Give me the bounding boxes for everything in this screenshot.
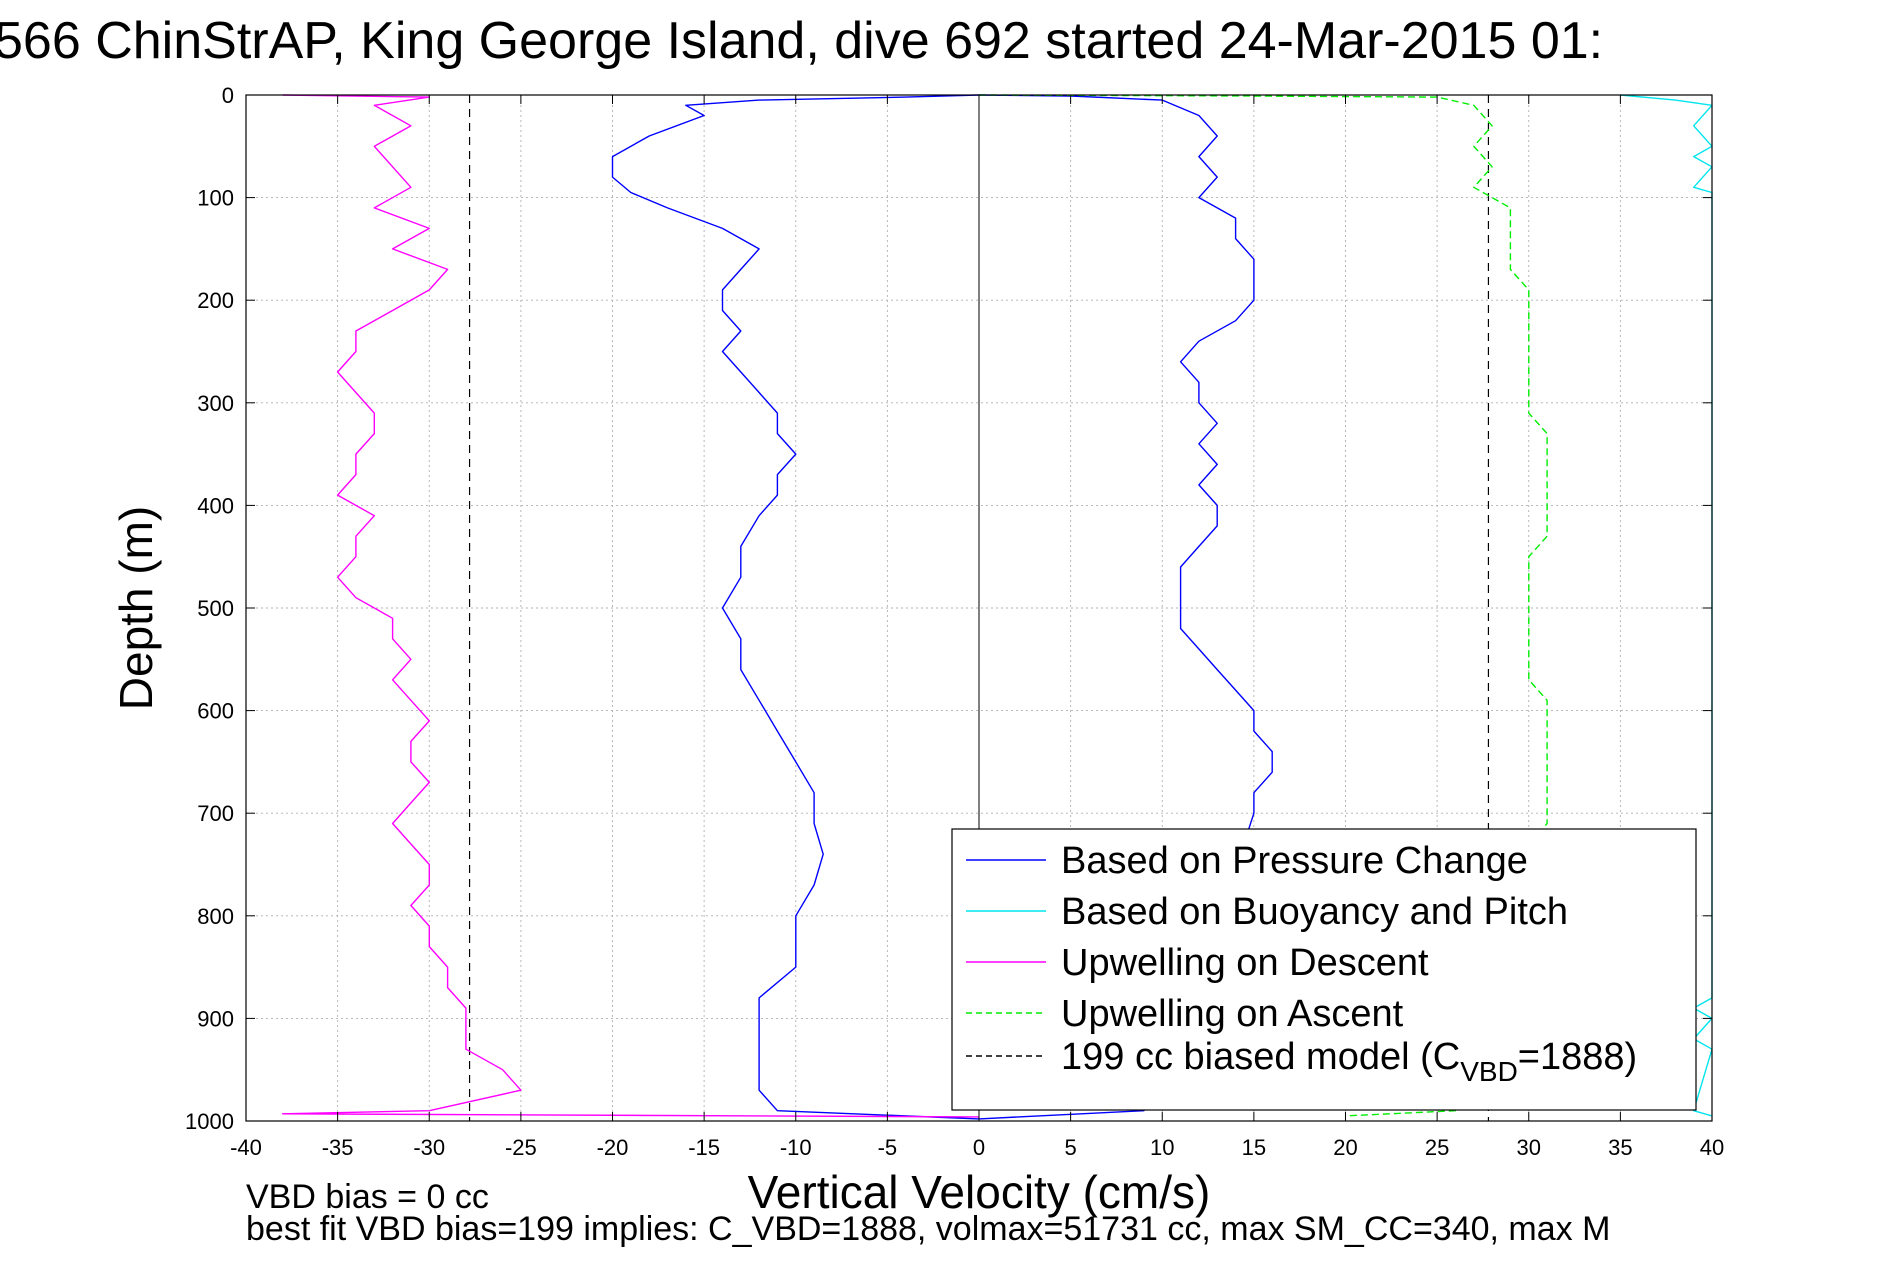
x-tick-label: 0 bbox=[973, 1135, 985, 1160]
legend-label-model-suffix: =1888) bbox=[1518, 1036, 1637, 1078]
x-tick-label: -25 bbox=[505, 1135, 537, 1160]
x-tick-label: -5 bbox=[878, 1135, 898, 1160]
y-tick-label: 0 bbox=[222, 83, 234, 108]
x-tick-label: -40 bbox=[230, 1135, 262, 1160]
y-axis-label: Depth (m) bbox=[110, 506, 162, 710]
y-ticks: 0 100 200 300 400 500 600 700 800 900 1000 bbox=[185, 83, 1712, 1134]
series-line-1 bbox=[978, 94, 1273, 1120]
legend-label-ascent: Upwelling on Ascent bbox=[1061, 993, 1404, 1035]
x-tick-label: -15 bbox=[688, 1135, 720, 1160]
x-tick-label: 15 bbox=[1242, 1135, 1266, 1160]
x-tick-label: -35 bbox=[322, 1135, 354, 1160]
legend-label-buoyancy: Based on Buoyancy and Pitch bbox=[1061, 891, 1568, 933]
legend-label-model-sub: VBD bbox=[1460, 1056, 1518, 1087]
y-tick-label: 700 bbox=[197, 801, 234, 826]
y-tick-label: 1000 bbox=[185, 1109, 234, 1134]
legend: Based on Pressure Change Based on Buoyan… bbox=[951, 828, 1697, 1111]
y-tick-label: 800 bbox=[197, 904, 234, 929]
series-line-2 bbox=[1620, 94, 1713, 1117]
y-tick-label: 300 bbox=[197, 391, 234, 416]
y-tick-label: 400 bbox=[197, 493, 234, 518]
x-tick-label: 10 bbox=[1150, 1135, 1174, 1160]
x-tick-label: 40 bbox=[1700, 1135, 1724, 1160]
series-line-0 bbox=[611, 94, 980, 1120]
y-tick-label: 900 bbox=[197, 1006, 234, 1031]
y-tick-label: 200 bbox=[197, 288, 234, 313]
y-tick-label: 600 bbox=[197, 699, 234, 724]
legend-box bbox=[951, 828, 1697, 1111]
x-ticks: -40 -35 -30 -25 -20 -15 -10 -5 0 5 10 15 20 25 30 35 40 bbox=[230, 95, 1724, 1160]
x-tick-label: -10 bbox=[780, 1135, 812, 1160]
x-tick-label: 35 bbox=[1608, 1135, 1632, 1160]
y-tick-label: 100 bbox=[197, 186, 234, 211]
x-tick-label: 20 bbox=[1333, 1135, 1357, 1160]
legend-label-model-main: 199 cc biased model (C bbox=[1061, 1036, 1460, 1078]
legend-label-pressure: Based on Pressure Change bbox=[1061, 840, 1528, 882]
x-tick-label: 25 bbox=[1425, 1135, 1449, 1160]
x-tick-label: -20 bbox=[597, 1135, 629, 1160]
x-tick-label: 30 bbox=[1517, 1135, 1541, 1160]
legend-label-descent: Upwelling on Descent bbox=[1061, 942, 1429, 984]
x-axis-label: Vertical Velocity (cm/s) bbox=[748, 1166, 1211, 1218]
x-tick-label: 5 bbox=[1065, 1135, 1077, 1160]
plot-area bbox=[281, 94, 1713, 1120]
x-tick-label: -30 bbox=[413, 1135, 445, 1160]
footer-line-1: VBD bias = 0 cc bbox=[246, 1178, 489, 1216]
y-tick-label: 500 bbox=[197, 596, 234, 621]
series-line-3 bbox=[281, 94, 980, 1118]
chart-title: 566 ChinStrAP, King George Island, dive … bbox=[0, 12, 1603, 70]
legend-label-model: 199 cc biased model (CVBD=1888) bbox=[1061, 1036, 1637, 1087]
series-line-4 bbox=[978, 94, 1548, 1117]
footer-line-2: best fit VBD bias=199 implies: C_VBD=188… bbox=[246, 1210, 1610, 1248]
